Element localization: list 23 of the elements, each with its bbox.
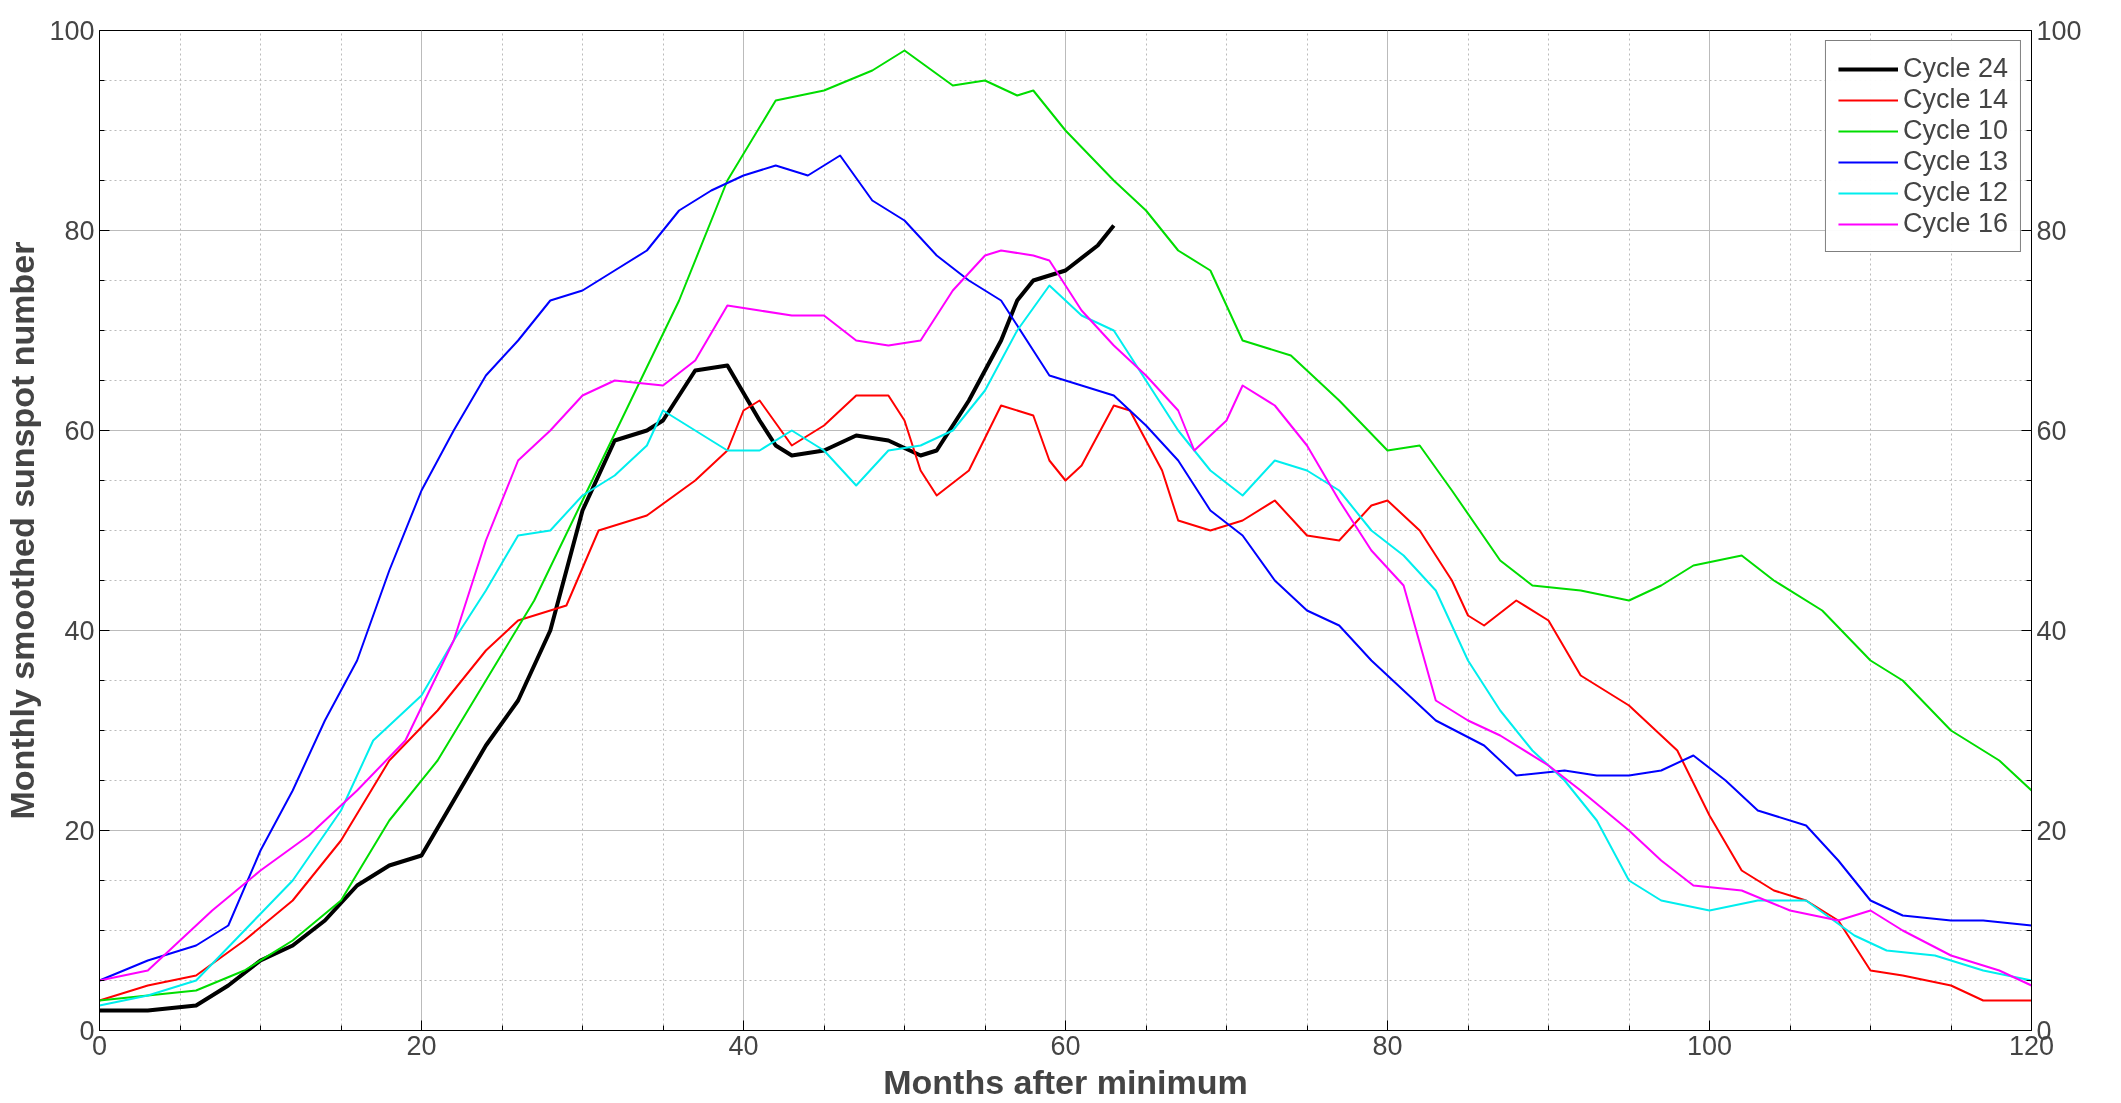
y2-tick-label: 40 [2036,616,2067,646]
legend-label: Cycle 12 [1902,177,2008,208]
legend-label: Cycle 13 [1902,146,2008,177]
legend-label: Cycle 24 [1902,53,2008,84]
y-axis-title: Monthly smoothed sunspot number [3,241,42,820]
y-tick-label: 100 [49,16,95,46]
y2-tick-label: 80 [2036,216,2067,246]
y2-tick-label: 100 [2036,16,2082,46]
x-tick-label: 100 [1686,1030,1733,1061]
legend-label: Cycle 16 [1902,208,2008,239]
x-tick-label: 40 [728,1030,759,1061]
x-axis-title: Months after minimum [883,1062,1248,1101]
y-tick-label: 60 [64,416,95,446]
y-tick-label: 40 [64,616,95,646]
legend-label: Cycle 10 [1902,115,2008,146]
x-tick-label: 80 [1372,1030,1403,1061]
y2-tick-label: 60 [2036,416,2067,446]
y2-tick-label: 20 [2036,816,2067,846]
y-tick-label: 20 [64,816,95,846]
x-tick-label: 20 [406,1030,437,1061]
x-tick-label: 60 [1050,1030,1081,1061]
legend-label: Cycle 14 [1902,84,2008,115]
y-tick-label: 80 [64,216,95,246]
